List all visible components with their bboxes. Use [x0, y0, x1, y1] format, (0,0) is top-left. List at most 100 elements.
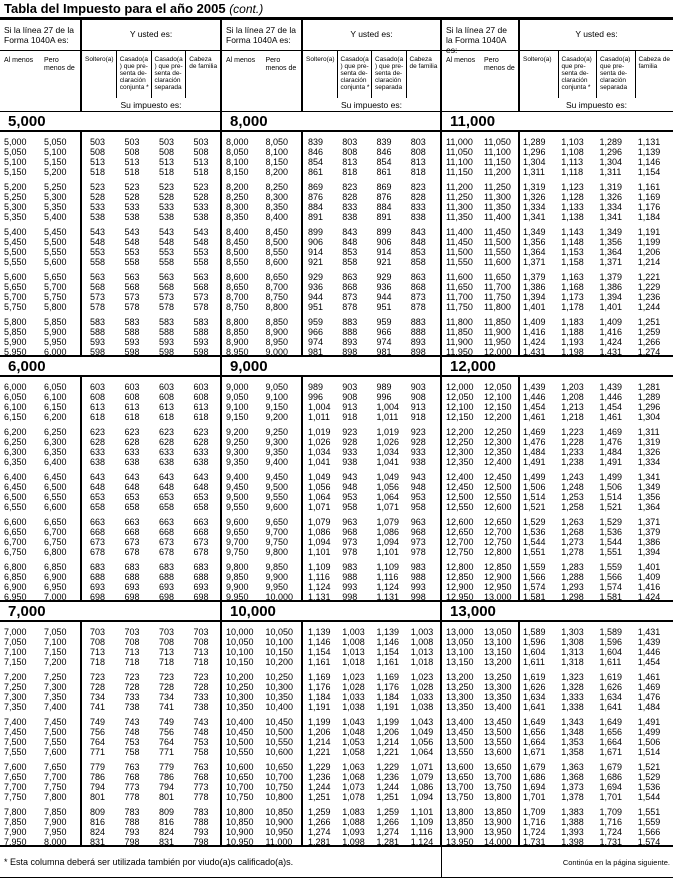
tax-married-joint: 1,078 — [342, 792, 365, 802]
but-less-than: 12,100 — [484, 392, 512, 402]
tax-head-of-household: 523 — [193, 182, 209, 192]
tax-married-joint: 943 — [342, 472, 358, 482]
at-least: 7,600 — [4, 762, 27, 772]
tax-married-joint: 1,363 — [561, 762, 584, 772]
tax-head-of-household: 923 — [410, 427, 426, 437]
tax-married-separate: 1,131 — [376, 592, 400, 602]
tax-married-separate: 643 — [159, 472, 175, 482]
table-row: 10,250 10,300 1,176 1,028 1,176 1,028 — [222, 682, 440, 692]
at-least: 13,850 — [446, 817, 474, 827]
tax-married-joint: 1,313 — [561, 647, 584, 657]
block-heading: 6,000 — [0, 355, 220, 377]
tax-married-separate: 1,176 — [376, 682, 400, 692]
tax-married-joint: 1,193 — [561, 337, 584, 347]
tax-married-separate: 1,499 — [599, 472, 623, 482]
but-less-than: 13,350 — [484, 692, 512, 702]
tax-married-separate: 1,686 — [599, 772, 623, 782]
tax-married-joint: 518 — [124, 167, 140, 177]
tax-married-separate: 1,296 — [599, 147, 623, 157]
tax-married-separate: 779 — [159, 762, 175, 772]
tax-single: 578 — [90, 302, 106, 312]
tax-married-separate: 1,409 — [599, 317, 623, 327]
tax-single: 869 — [308, 182, 324, 192]
tax-single: 1,274 — [308, 827, 331, 837]
but-less-than: 12,300 — [484, 437, 512, 447]
but-less-than: 6,400 — [44, 457, 67, 467]
but-less-than: 12,850 — [484, 562, 512, 572]
tax-married-separate: 1,311 — [599, 167, 622, 177]
at-least-label: Al menos — [4, 57, 34, 64]
at-least: 5,050 — [4, 147, 27, 157]
at-least: 8,250 — [226, 192, 249, 202]
table-row: 12,250 12,300 1,476 1,228 1,476 1,319 — [442, 437, 673, 447]
tax-married-joint: 513 — [124, 157, 140, 167]
tax-married-separate: 1,581 — [599, 592, 623, 602]
table-row: 8,950 9,000 981 898 981 898 — [222, 347, 440, 357]
tax-married-separate: 1,364 — [599, 247, 623, 257]
tax-married-joint: 868 — [342, 282, 358, 292]
tax-married-joint: 898 — [342, 347, 358, 357]
tax-married-separate: 959 — [376, 317, 392, 327]
but-less-than: 5,550 — [44, 247, 67, 257]
tax-head-of-household: 1,003 — [410, 627, 434, 637]
tax-single: 1,529 — [523, 517, 546, 527]
tax-single: 1,206 — [308, 727, 331, 737]
tax-head-of-household: 1,544 — [637, 792, 661, 802]
tax-married-separate: 633 — [159, 447, 175, 457]
tax-head-of-household: 673 — [193, 537, 209, 547]
at-least: 8,000 — [226, 137, 249, 147]
table-row: 11,200 11,250 1,319 1,123 1,319 1,161 — [442, 182, 673, 192]
but-less-than: 5,950 — [44, 337, 67, 347]
but-less-than: 8,050 — [265, 137, 289, 147]
tax-single: 1,109 — [308, 562, 331, 572]
at-least: 5,600 — [4, 272, 27, 282]
filing-status-married-joint: Casado(a) que pre- senta de- claración c… — [338, 51, 372, 98]
tax-head-of-household: 878 — [410, 302, 426, 312]
tax-single: 528 — [90, 192, 106, 202]
but-less-than: 6,800 — [44, 547, 67, 557]
tax-head-of-household: 1,038 — [410, 702, 434, 712]
tax-single: 618 — [90, 412, 106, 422]
but-less-than: 13,950 — [484, 827, 512, 837]
tax-married-separate: 1,326 — [599, 192, 623, 202]
tax-married-separate: 974 — [376, 337, 392, 347]
tax-married-separate: 533 — [159, 202, 175, 212]
tax-single: 1,056 — [308, 482, 331, 492]
tax-single: 1,266 — [308, 817, 331, 827]
at-least: 13,250 — [446, 682, 474, 692]
but-less-than: 10,900 — [265, 817, 294, 827]
table-row: 12,900 12,950 1,574 1,293 1,574 1,416 — [442, 582, 673, 592]
tax-head-of-household: 1,566 — [637, 827, 661, 837]
tax-single: 1,581 — [523, 592, 546, 602]
but-less-than: 6,950 — [44, 582, 67, 592]
tax-head-of-household: 1,371 — [637, 517, 661, 527]
at-least: 13,900 — [446, 827, 474, 837]
at-least: 11,650 — [446, 282, 473, 292]
filing-status-columns: Soltero(a) Casado(a) que pre- senta de- c… — [520, 51, 673, 98]
tax-head-of-household: 798 — [193, 837, 209, 847]
tax-married-separate: 588 — [159, 327, 175, 337]
but-less-than: 12,150 — [484, 402, 512, 412]
block-rows: 13,000 13,050 1,589 1,303 1,589 1,431 13,050 13… — [442, 622, 673, 847]
tax-head-of-household: 693 — [193, 582, 209, 592]
table-row: 8,200 8,250 869 823 869 823 — [222, 182, 440, 192]
tax-single: 884 — [308, 202, 324, 212]
table-row: 9,200 9,250 1,019 923 1,019 923 — [222, 427, 440, 437]
but-less-than: 5,650 — [44, 272, 67, 282]
tax-married-joint: 628 — [124, 437, 140, 447]
but-less-than: 6,500 — [44, 482, 67, 492]
but-less-than: 13,300 — [484, 682, 512, 692]
tax-single: 1,619 — [523, 672, 546, 682]
tax-married-joint: 1,208 — [561, 392, 584, 402]
table-row: 11,900 11,950 1,424 1,193 1,424 1,266 — [442, 337, 673, 347]
at-least: 5,650 — [4, 282, 27, 292]
table-row: 6,900 6,950 693 693 693 693 — [0, 582, 220, 592]
table-row: 7,950 8,000 831 798 831 798 — [0, 837, 220, 847]
table-row: 5,400 5,450 543 543 543 543 — [0, 227, 220, 237]
tax-married-joint: 503 — [124, 137, 140, 147]
table-row: 6,000 6,050 603 603 603 603 — [0, 382, 220, 392]
table-row: 10,450 10,500 1,206 1,048 1,206 1,049 — [222, 727, 440, 737]
but-less-than: 10,550 — [265, 737, 294, 747]
tax-head-of-household: 613 — [193, 402, 209, 412]
but-less-than: 13,650 — [484, 762, 512, 772]
